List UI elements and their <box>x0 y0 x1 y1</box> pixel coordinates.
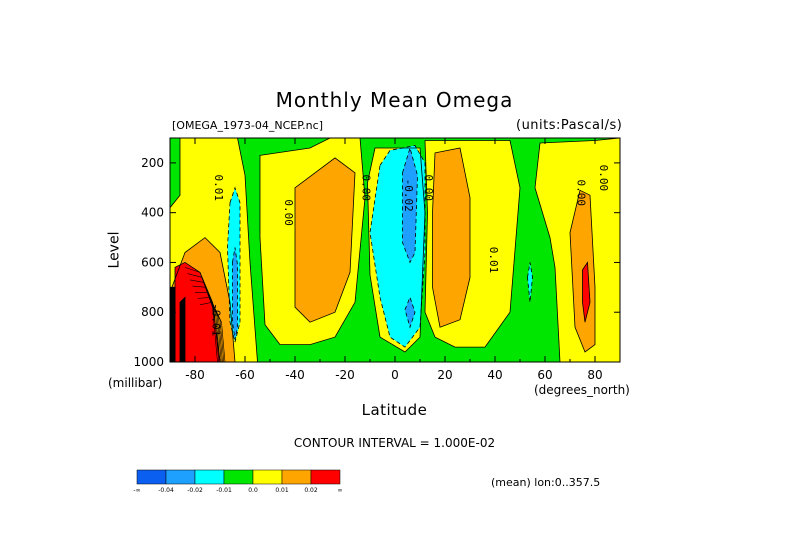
contour-line <box>432 147 471 328</box>
contour-label: 0.00 <box>282 199 295 226</box>
contour-region <box>295 157 355 323</box>
colorbar-swatch <box>281 469 312 485</box>
y-tick-label: 1000 <box>133 355 164 369</box>
x-tick-label: 80 <box>587 368 602 382</box>
x-tick-label: 20 <box>437 368 452 382</box>
x-axis-label: Latitude <box>361 401 428 419</box>
x-tick-label: -80 <box>185 368 205 382</box>
contour-label: 0.00 <box>575 180 588 207</box>
colorbar-label: 0.0 <box>248 487 258 494</box>
x-tick-label: 40 <box>487 368 502 382</box>
plot-area <box>170 138 620 362</box>
contour-labels: 0.01 0.00 0.00 -0.02 0.00 0.01 0.00 0.00 -0.01 <box>210 165 611 337</box>
contour-line <box>367 147 426 353</box>
contour-line <box>170 237 236 362</box>
contour-region <box>402 148 418 263</box>
colorbar-swatch <box>165 469 196 485</box>
chart-title: Monthly Mean Omega <box>275 88 514 112</box>
contour-line <box>402 146 418 264</box>
colorbar-label: -0.01 <box>216 487 232 494</box>
contour-line <box>232 247 238 340</box>
contour-interval-text: CONTOUR INTERVAL = 1.000E-02 <box>293 436 496 450</box>
x-tick-label: -40 <box>285 368 305 382</box>
contour-region <box>180 297 185 362</box>
contour-line <box>199 301 226 362</box>
contour-label: 0.00 <box>422 175 435 202</box>
contour-region <box>170 287 175 362</box>
colorbar-swatch <box>136 469 167 485</box>
x-tick-label: -20 <box>335 368 355 382</box>
contour-line <box>404 296 416 329</box>
contour-line <box>179 296 186 362</box>
y-axis-label: Level <box>106 231 123 269</box>
y-tick-label: 200 <box>141 156 164 170</box>
contour-line <box>259 138 366 346</box>
x-tick-label: -60 <box>235 368 255 382</box>
contour-line <box>582 261 591 323</box>
contour-lines <box>170 138 620 362</box>
colorbar-swatch <box>223 469 254 485</box>
axes: -80 -60 -40 -20 0 20 40 60 80 200 400 600 800 1000 <box>133 138 621 382</box>
contour-line <box>369 145 426 348</box>
contour-line <box>424 140 521 348</box>
contour-line <box>227 186 241 343</box>
contour-region <box>527 262 533 303</box>
contour-line <box>294 157 356 323</box>
contour-region <box>232 247 238 340</box>
y-unit-label: (millibar) <box>108 376 163 390</box>
y-tick-label: 400 <box>141 206 164 220</box>
file-label: [OMEGA_1973-04_NCEP.nc] <box>172 119 323 132</box>
contour-line <box>184 267 218 362</box>
colorbar-label: -∞ <box>133 487 140 494</box>
contour-line <box>170 286 176 362</box>
contour-region <box>432 148 470 328</box>
contour-label: 0.00 <box>597 165 610 192</box>
colorbar-label: 0.01 <box>275 487 289 494</box>
contour-label: 0.01 <box>487 247 500 274</box>
contour-line <box>170 138 258 362</box>
contour-region <box>175 262 220 362</box>
contour-line <box>569 189 596 353</box>
x-unit-label: (degrees_north) <box>534 383 630 397</box>
mean-text: (mean) lon:0..357.5 <box>491 476 601 489</box>
y-tick-label: 600 <box>141 255 164 269</box>
x-tick-label: 60 <box>537 368 552 382</box>
colorbar-label: -0.02 <box>187 487 203 494</box>
units-label: (units:Pascal/s) <box>516 118 623 133</box>
contour-label: -0.01 <box>210 303 223 336</box>
colorbar-label: -0.04 <box>158 487 174 494</box>
colorbar-swatch <box>252 469 283 485</box>
y-tick-label: 800 <box>141 305 164 319</box>
contour-line <box>527 262 533 303</box>
colorbar-swatch <box>194 469 225 485</box>
colorbar-label: ∞ <box>338 487 343 494</box>
colorbar-label: 0.02 <box>304 487 318 494</box>
colorbar-swatch <box>310 469 341 485</box>
colorbar: -∞ -0.04 -0.02 -0.01 0.0 0.01 0.02 ∞ <box>133 469 343 494</box>
x-tick-label: 0 <box>391 368 399 382</box>
contour-line <box>534 138 620 362</box>
contour-label: 0.00 <box>360 175 373 202</box>
contour-label: -0.02 <box>402 179 415 212</box>
contour-label: 0.01 <box>212 175 225 202</box>
